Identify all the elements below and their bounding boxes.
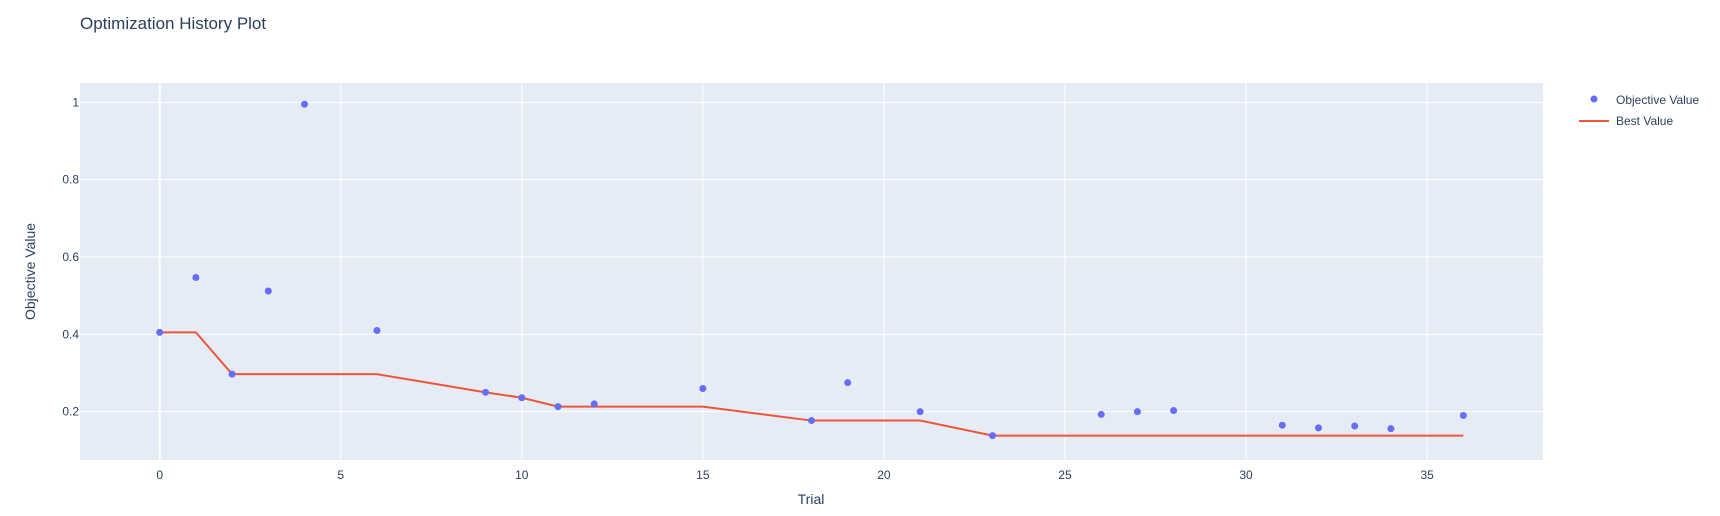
x-tick-label: 10 [515,468,529,482]
objective-point[interactable] [1314,424,1322,432]
x-tick-label: 20 [877,468,891,482]
objective-point[interactable] [1170,407,1178,415]
y-tick-label: 0.4 [62,327,79,341]
y-tick-label: 0.8 [62,173,79,187]
objective-point[interactable] [699,384,707,392]
objective-point[interactable] [554,403,562,411]
objective-point[interactable] [228,370,236,378]
x-axis-ticks: 0 5 10 15 20 25 30 35 [156,468,1434,482]
x-tick-label: 15 [696,468,710,482]
objective-value-series [156,100,1467,440]
x-tick-label: 25 [1058,468,1072,482]
objective-point[interactable] [844,379,852,387]
x-tick-label: 0 [156,468,163,482]
legend-label-best: Best Value [1616,114,1673,128]
y-tick-label: 0.6 [62,250,79,264]
objective-point[interactable] [1133,408,1141,416]
y-tick-label: 1 [72,95,79,109]
y-tick-label: 0.2 [62,405,79,419]
objective-point[interactable] [1459,412,1467,420]
chart-title: Optimization History Plot [80,14,266,33]
x-gridlines [158,83,1428,460]
legend-marker-objective [1590,95,1598,103]
x-tick-label: 5 [337,468,344,482]
y-axis-title: Objective Value [22,223,38,320]
y-gridlines [80,101,1543,413]
objective-point[interactable] [482,388,490,396]
objective-point[interactable] [518,394,526,402]
objective-point[interactable] [1097,410,1105,418]
objective-point[interactable] [590,400,598,408]
objective-point[interactable] [1278,421,1286,429]
plot-area [80,83,1543,460]
objective-point[interactable] [916,408,924,416]
y-axis-ticks: 0.2 0.4 0.6 0.8 1 [62,95,79,418]
objective-point[interactable] [264,287,272,295]
legend-item-best[interactable]: Best Value [1579,114,1673,128]
objective-point[interactable] [1351,422,1359,430]
objective-point[interactable] [156,328,164,336]
legend[interactable]: Objective Value Best Value [1579,93,1699,128]
x-axis-title: Trial [798,491,825,507]
objective-point[interactable] [301,100,309,108]
objective-point[interactable] [989,432,997,440]
x-tick-label: 35 [1420,468,1434,482]
objective-point[interactable] [192,273,200,281]
objective-point[interactable] [808,417,815,425]
objective-point[interactable] [373,326,381,334]
legend-item-objective[interactable]: Objective Value [1590,93,1700,107]
objective-point[interactable] [1387,425,1395,433]
x-tick-label: 30 [1239,468,1253,482]
legend-label-objective: Objective Value [1616,93,1699,107]
